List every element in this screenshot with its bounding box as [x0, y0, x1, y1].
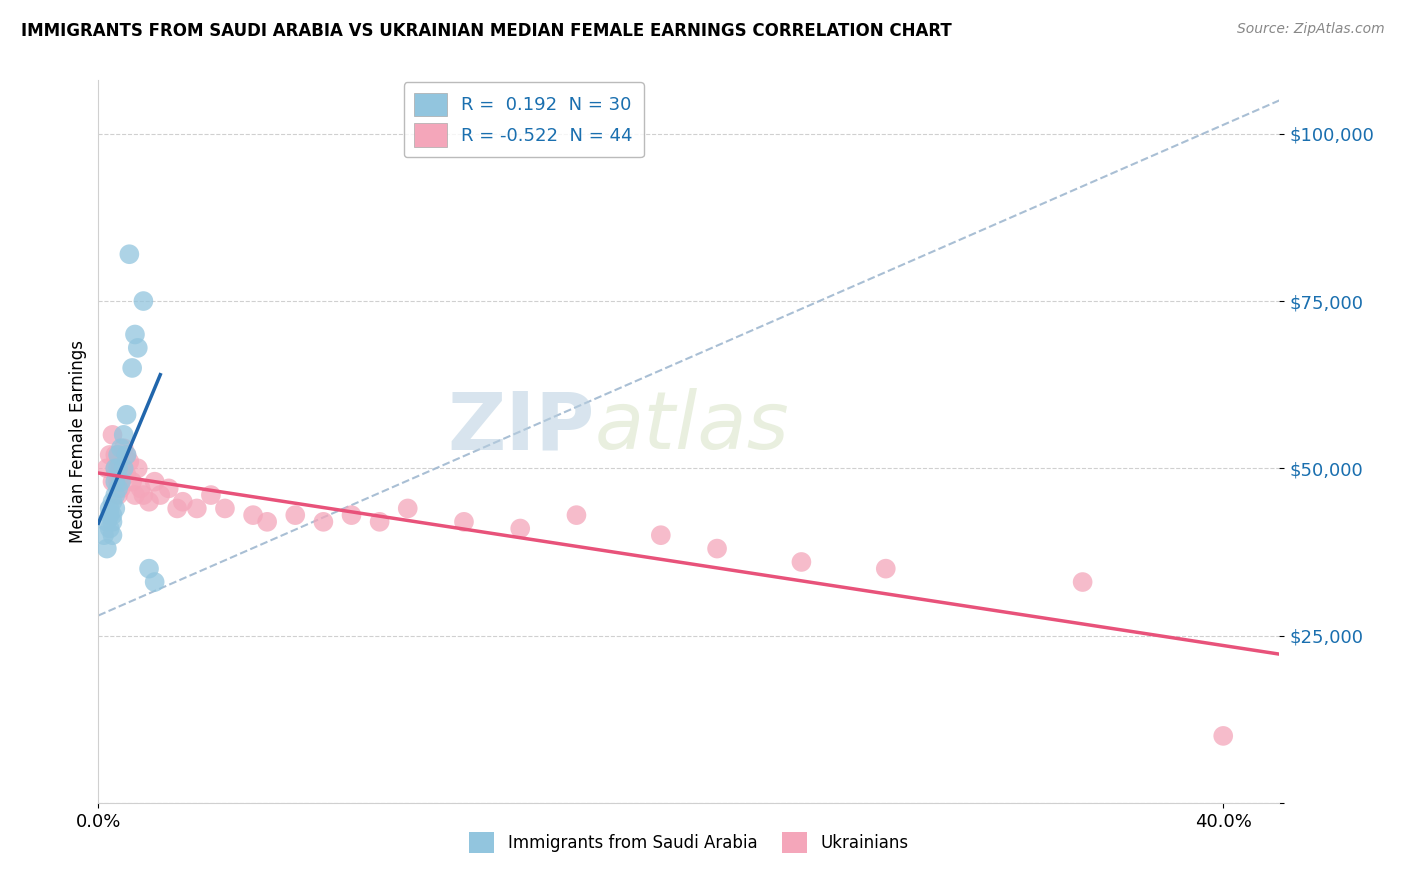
Point: [112, 427, 135, 442]
Point: [143, 475, 166, 489]
Point: [110, 475, 132, 489]
Point: [110, 461, 132, 475]
Point: [214, 501, 236, 516]
Point: [107, 448, 129, 462]
Point: [115, 448, 138, 462]
Point: [112, 441, 135, 455]
Point: [127, 341, 149, 355]
Point: [284, 508, 307, 523]
Point: [172, 494, 194, 508]
Point: [132, 293, 155, 308]
Point: [368, 515, 391, 529]
Point: [121, 475, 143, 489]
Point: [129, 482, 152, 496]
Point: [96, 515, 118, 529]
Text: ZIP: ZIP: [447, 388, 595, 467]
Point: [875, 562, 897, 576]
Point: [101, 494, 124, 508]
Point: [98, 521, 121, 535]
Point: [101, 528, 124, 542]
Point: [166, 501, 188, 516]
Point: [1212, 729, 1234, 743]
Point: [118, 247, 141, 261]
Point: [340, 508, 363, 523]
Point: [115, 467, 138, 482]
Point: [312, 515, 335, 529]
Point: [121, 361, 143, 376]
Point: [509, 521, 531, 535]
Point: [110, 482, 132, 496]
Point: [98, 501, 121, 516]
Point: [124, 327, 146, 342]
Point: [104, 488, 127, 502]
Point: [101, 515, 124, 529]
Point: [138, 562, 160, 576]
Legend: Immigrants from Saudi Arabia, Ukrainians: Immigrants from Saudi Arabia, Ukrainians: [463, 826, 915, 860]
Text: IMMIGRANTS FROM SAUDI ARABIA VS UKRAINIAN MEDIAN FEMALE EARNINGS CORRELATION CHA: IMMIGRANTS FROM SAUDI ARABIA VS UKRAINIA…: [21, 22, 952, 40]
Point: [107, 488, 129, 502]
Point: [107, 475, 129, 489]
Text: Source: ZipAtlas.com: Source: ZipAtlas.com: [1237, 22, 1385, 37]
Point: [98, 508, 121, 523]
Point: [104, 501, 127, 516]
Point: [124, 488, 146, 502]
Point: [96, 541, 118, 556]
Point: [104, 461, 127, 475]
Point: [1071, 575, 1094, 590]
Y-axis label: Median Female Earnings: Median Female Earnings: [69, 340, 87, 543]
Point: [143, 575, 166, 590]
Point: [112, 461, 135, 475]
Point: [650, 528, 672, 542]
Point: [127, 461, 149, 475]
Point: [107, 482, 129, 496]
Text: atlas: atlas: [595, 388, 789, 467]
Point: [98, 448, 121, 462]
Point: [200, 488, 222, 502]
Point: [101, 508, 124, 523]
Point: [149, 488, 172, 502]
Point: [565, 508, 588, 523]
Point: [101, 475, 124, 489]
Point: [110, 441, 132, 455]
Point: [104, 461, 127, 475]
Point: [115, 408, 138, 422]
Point: [157, 482, 180, 496]
Point: [706, 541, 728, 556]
Point: [453, 515, 475, 529]
Point: [115, 448, 138, 462]
Point: [242, 508, 264, 523]
Point: [138, 494, 160, 508]
Point: [256, 515, 278, 529]
Point: [104, 448, 127, 462]
Point: [104, 475, 127, 489]
Point: [118, 454, 141, 469]
Point: [93, 528, 115, 542]
Point: [107, 461, 129, 475]
Point: [186, 501, 208, 516]
Point: [132, 488, 155, 502]
Point: [790, 555, 813, 569]
Point: [101, 427, 124, 442]
Point: [96, 461, 118, 475]
Point: [396, 501, 419, 516]
